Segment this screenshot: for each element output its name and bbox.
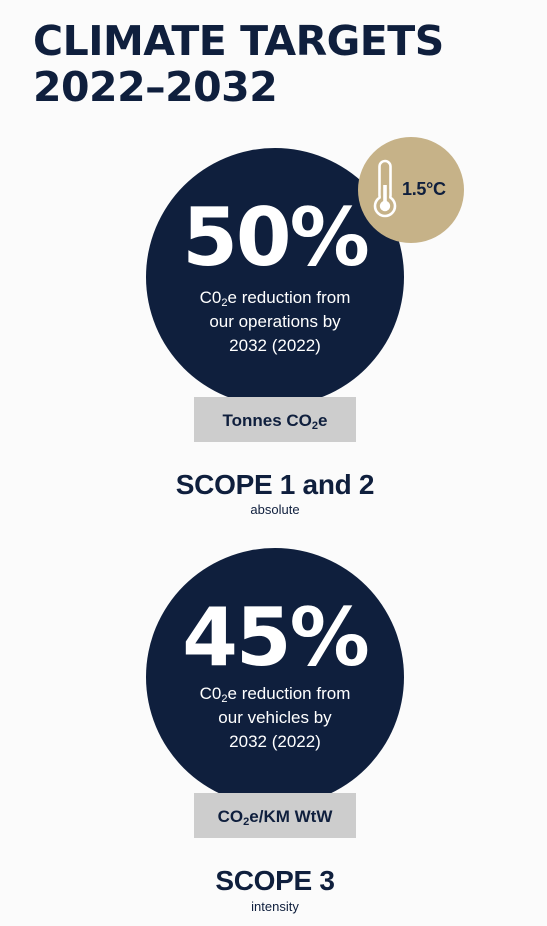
target-description-line-2: our operations by — [209, 312, 341, 331]
page-title: CLIMATE TARGETS 2022–2032 — [33, 18, 444, 110]
target-description-line-1: C02e reduction from — [199, 288, 351, 309]
scope-title: SCOPE 1 and 2 — [175, 469, 375, 500]
target-description-line-3: 2032 (2022) — [229, 336, 321, 355]
target-description: C02e reduction from our operations by 20… — [166, 286, 384, 358]
target-percent: 45% — [182, 591, 369, 684]
temperature-label: 1.5°C — [402, 179, 446, 199]
temperature-badge: 1.5°C — [358, 137, 464, 243]
target-percent: 50% — [182, 191, 369, 284]
target-description-line-2: our vehicles by — [218, 708, 332, 727]
thermometer-icon — [373, 159, 397, 218]
page-title-line-2: 2022–2032 — [33, 63, 278, 111]
scope-title: SCOPE 3 — [215, 865, 335, 896]
target-description: C02e reduction from our vehicles by 2032… — [166, 682, 384, 754]
unit-label-vehicles: CO2e/KM WtW — [194, 793, 356, 838]
scope-subtitle: absolute — [250, 502, 300, 517]
target-description-line-1: C02e reduction from — [199, 684, 351, 705]
target-description-line-3: 2032 (2022) — [229, 732, 321, 751]
page-title-line-1: CLIMATE TARGETS — [33, 17, 444, 65]
unit-label-operations: Tonnes CO2e — [194, 397, 356, 442]
scope-subtitle: intensity — [251, 899, 299, 914]
target-circle-vehicles: 45% C02e reduction from our vehicles by … — [146, 548, 404, 806]
